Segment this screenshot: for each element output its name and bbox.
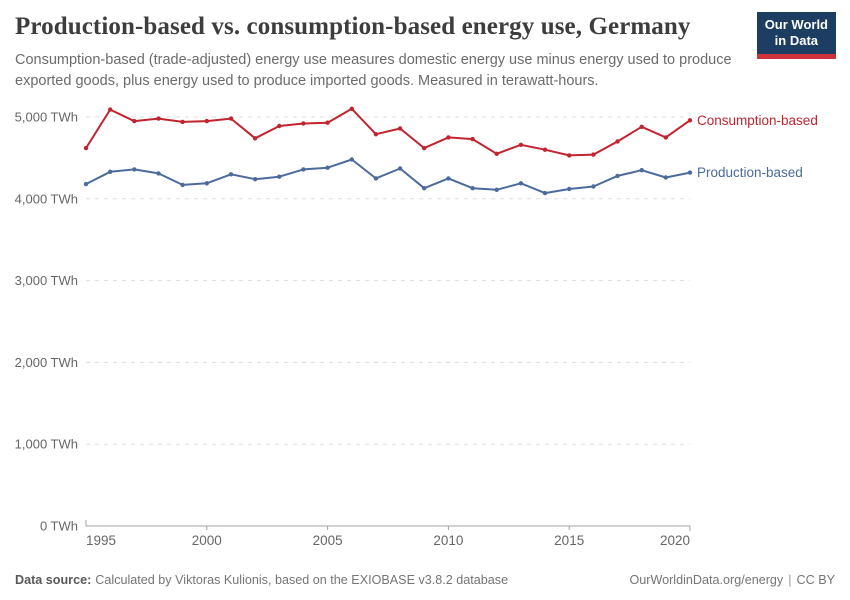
y-tick-label: 1,000 TWh	[15, 437, 78, 452]
consumption-based-point[interactable]	[156, 116, 161, 121]
consumption-based-point[interactable]	[518, 142, 524, 147]
y-tick-label: 5,000 TWh	[15, 110, 78, 125]
consumption-based-point[interactable]	[591, 152, 596, 157]
consumption-based-point[interactable]	[277, 123, 282, 129]
production-based-point[interactable]	[615, 173, 620, 179]
consumption-based-point[interactable]	[494, 151, 499, 156]
production-based-point[interactable]	[349, 157, 354, 162]
consumption-based-point[interactable]	[422, 145, 427, 151]
production-based-point[interactable]	[518, 181, 524, 186]
consumption-based-point[interactable]	[687, 118, 693, 123]
consumption-based-point[interactable]	[542, 147, 548, 152]
production-based-point[interactable]	[180, 182, 185, 188]
production-based-point[interactable]	[156, 171, 161, 176]
consumption-based-point[interactable]	[108, 107, 113, 112]
x-tick-label: 2020	[660, 533, 690, 548]
consumption-based-point[interactable]	[83, 145, 89, 151]
data-source: Data source: Calculated by Viktoras Kulio…	[15, 573, 508, 587]
y-tick-label: 2,000 TWh	[15, 355, 78, 370]
x-tick-label: 1995	[86, 533, 116, 548]
owid-logo-line2: in Data	[774, 33, 819, 49]
page-title: Production-based vs. consumption-based e…	[15, 13, 691, 40]
consumption-based-point[interactable]	[204, 118, 209, 124]
consumption-based-point[interactable]	[325, 120, 330, 125]
consumption-based-point[interactable]	[446, 135, 451, 140]
y-tick-label: 4,000 TWh	[15, 191, 78, 206]
production-based-point[interactable]	[639, 168, 644, 173]
production-based-line[interactable]	[85, 158, 691, 195]
production-based-point[interactable]	[301, 167, 306, 172]
x-tick-label: 2000	[192, 533, 222, 548]
production-based-point[interactable]	[204, 181, 209, 186]
production-based-point[interactable]	[83, 181, 89, 187]
production-based-point[interactable]	[397, 166, 403, 171]
consumption-based-point[interactable]	[567, 153, 572, 158]
energy-line-chart: 0 TWh 1,000 TWh 2,000 TWh 3,000 TWh 4,000 TW…	[15, 106, 818, 548]
production-based-point[interactable]	[277, 174, 282, 179]
production-based-point[interactable]	[663, 175, 668, 180]
consumption-based-point[interactable]	[663, 135, 668, 140]
production-based-point[interactable]	[422, 186, 427, 191]
footer-separator: |	[788, 573, 792, 587]
consumption-based-line[interactable]	[85, 107, 691, 157]
consumption-based-point[interactable]	[252, 136, 258, 141]
data-source-text: Calculated by Viktoras Kulionis, based o…	[95, 573, 509, 587]
owid-logo-line1: Our World	[764, 17, 828, 32]
x-tick-label: 2010	[433, 533, 463, 548]
consumption-based-point[interactable]	[639, 124, 644, 129]
chart-subtitle: Consumption-based (trade-adjusted) energ…	[15, 51, 732, 89]
production-based-point[interactable]	[228, 172, 234, 177]
consumption-based-point[interactable]	[132, 118, 137, 124]
footer-links: OurWorldinData.org/energy | CC BY	[629, 573, 835, 587]
y-tick-label: 0 TWh	[40, 519, 78, 534]
y-tick-label: 3,000 TWh	[15, 273, 78, 288]
consumption-based-point[interactable]	[349, 106, 354, 111]
production-based-point[interactable]	[494, 187, 499, 192]
data-source-label: Data source:	[15, 573, 92, 587]
x-tick-label: 2015	[554, 533, 584, 548]
consumption-based-point[interactable]	[301, 121, 306, 126]
production-based-point[interactable]	[591, 184, 596, 189]
production-based-point[interactable]	[373, 176, 379, 181]
production-based-point[interactable]	[446, 176, 451, 181]
owid-url-link[interactable]: OurWorldinData.org/energy	[629, 573, 784, 587]
consumption-based-point[interactable]	[470, 136, 475, 142]
consumption-based-point[interactable]	[397, 126, 403, 131]
production-based-point[interactable]	[108, 169, 113, 174]
x-tick-label: 2005	[313, 533, 343, 548]
production-based-point[interactable]	[132, 167, 137, 172]
production-based-point[interactable]	[687, 170, 693, 175]
production-based-point[interactable]	[252, 177, 258, 182]
owid-logo[interactable]: Our World in Data	[756, 12, 836, 59]
consumption-based-point[interactable]	[615, 139, 620, 144]
production-based-point[interactable]	[325, 165, 330, 170]
consumption-based-point[interactable]	[180, 119, 185, 125]
license-badge: CC BY	[796, 573, 836, 587]
consumption-based-point[interactable]	[373, 132, 379, 137]
production-based-point[interactable]	[542, 190, 548, 196]
legend-production-based[interactable]: Production-based	[697, 165, 803, 180]
production-based-point[interactable]	[470, 186, 475, 191]
consumption-based-point[interactable]	[228, 116, 234, 121]
legend-consumption-based[interactable]: Consumption-based	[697, 113, 818, 128]
chart-footer: Data source: Calculated by Viktoras Kulio…	[15, 573, 835, 587]
production-based-point[interactable]	[567, 186, 572, 192]
